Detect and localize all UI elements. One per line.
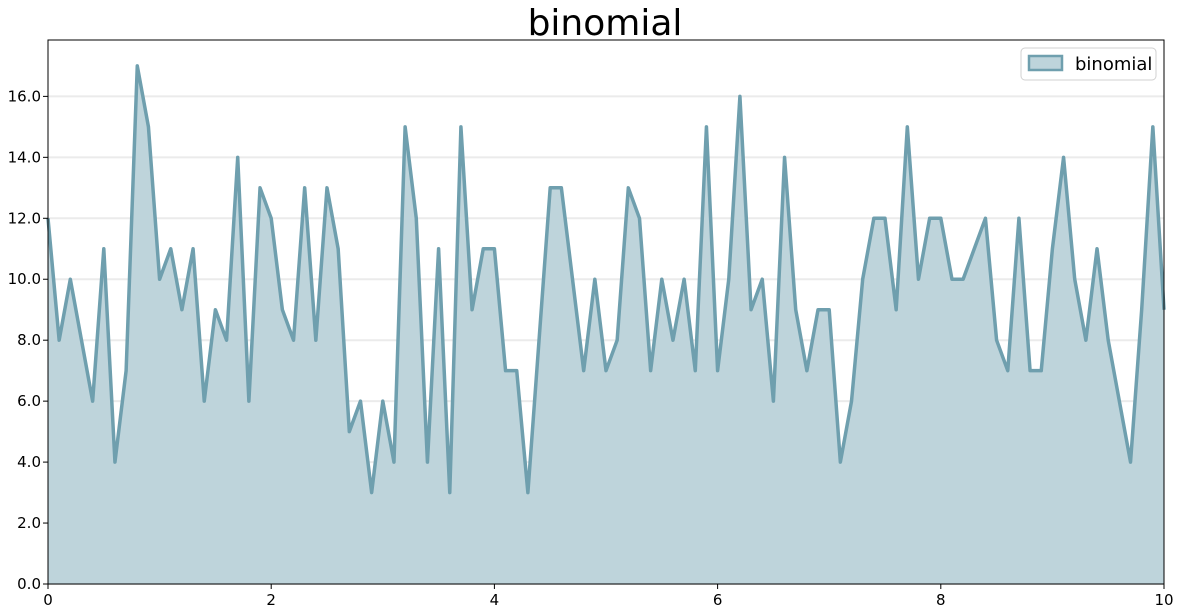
legend-label-0: binomial: [1075, 54, 1152, 75]
y-tick-label-0: 0.0: [17, 575, 41, 593]
x-tick-label-3: 6: [713, 591, 723, 609]
chart-title: binomial: [528, 3, 683, 44]
y-tick-label-6: 12.0: [8, 209, 41, 227]
plot-frame: [47, 39, 1165, 585]
y-tick-label-1: 2.0: [17, 514, 41, 532]
legend-swatch-0: [1027, 54, 1064, 72]
x-tick-label-5: 10: [1154, 591, 1173, 609]
x-axis: 0 2 4 6 8 10: [43, 584, 1174, 609]
y-tick-label-5: 10.0: [8, 270, 41, 288]
y-tick-label-8: 16.0: [8, 87, 41, 105]
y-tick-label-3: 6.0: [17, 392, 41, 410]
series-line-0: [46, 64, 1166, 495]
y-tick-label-2: 4.0: [17, 453, 41, 471]
legend: binomial: [1020, 47, 1157, 81]
y-axis: 0.0 2.0 4.0 6.0 8.0 10.0 12.0 14.0 16.0: [8, 87, 48, 593]
plot-border: [47, 39, 1165, 585]
x-tick-label-1: 2: [266, 591, 276, 609]
series-area: [46, 64, 1166, 584]
y-tick-label-4: 8.0: [17, 331, 41, 349]
y-tick-label-7: 14.0: [8, 148, 41, 166]
x-tick-label-4: 8: [936, 591, 946, 609]
x-tick-label-0: 0: [43, 591, 53, 609]
x-tick-label-2: 4: [490, 591, 500, 609]
